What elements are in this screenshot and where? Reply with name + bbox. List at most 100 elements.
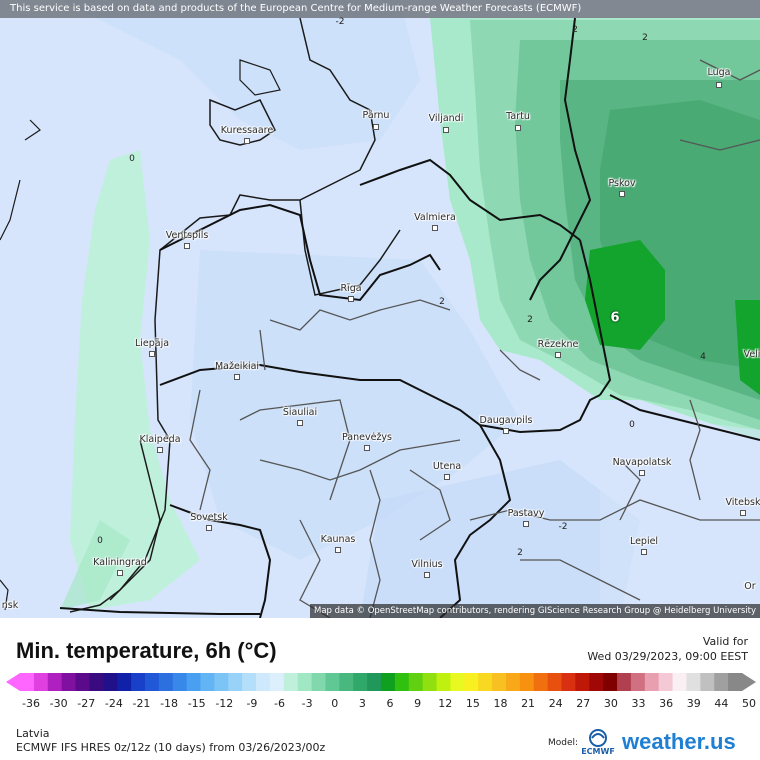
scale-tick-label: -24 [104, 697, 123, 710]
city-label[interactable]: Kaunas [320, 534, 356, 545]
scale-cell [547, 673, 562, 691]
scale-cell [575, 673, 590, 691]
scale-arrow-left [6, 673, 20, 691]
city-marker [444, 474, 450, 480]
scale-cell [714, 673, 729, 691]
scale-cell [533, 673, 549, 691]
scale-tick-label: 44 [714, 697, 729, 710]
scale-tick-label: -15 [187, 697, 206, 710]
city-label[interactable]: Pskov [608, 178, 636, 189]
scale-cell [33, 673, 49, 691]
city-label[interactable]: Klaipėda [139, 434, 181, 445]
scale-cell [672, 673, 687, 691]
scale-cell [436, 673, 451, 691]
city-label[interactable]: Utena [432, 461, 462, 472]
scale-cell [256, 673, 271, 691]
city-marker [348, 296, 354, 302]
scale-cell [603, 673, 618, 691]
contour-label: 2 [527, 315, 533, 325]
city-label[interactable]: Luga [707, 67, 731, 78]
ecmwf-logo[interactable]: ECMWF [578, 728, 618, 756]
scale-cell [214, 673, 229, 691]
city-label[interactable]: Pärnu [362, 110, 390, 121]
city-marker [297, 420, 303, 426]
scale-cell [242, 673, 257, 691]
contour-label: 0 [129, 154, 135, 164]
city-marker [619, 191, 625, 197]
city-label[interactable]: Pastavy [507, 508, 545, 519]
scale-tick-label: -18 [160, 697, 179, 710]
city-label[interactable]: Sovetsk [190, 512, 228, 523]
city-label[interactable]: Ventspils [165, 230, 209, 241]
contour-label: 4 [700, 352, 706, 362]
scale-cell [186, 673, 201, 691]
city-label[interactable]: Rēzekne [537, 339, 579, 350]
scale-cell [131, 673, 146, 691]
scale-tick-label: -27 [77, 697, 96, 710]
forecast-map[interactable]: 2 2 -2 0 2 2 6 4 0 -2 0 2 Luga Kuressaar… [0, 0, 760, 618]
city-marker [149, 351, 155, 357]
color-scale [6, 673, 756, 691]
scale-tick-label: 33 [631, 697, 646, 710]
contour-label: 6 [610, 310, 620, 326]
city-marker [424, 572, 430, 578]
scale-cell [381, 673, 396, 691]
scale-tick-label: 0 [331, 697, 339, 710]
map-canvas [0, 17, 760, 618]
city-label[interactable]: Panevėžys [341, 432, 393, 443]
city-label[interactable]: Velі [743, 349, 760, 360]
city-label[interactable]: Liepāja [134, 338, 170, 349]
scale-tick-label: -21 [132, 697, 151, 710]
scale-cell [644, 673, 660, 691]
city-marker [117, 570, 123, 576]
scale-cell [658, 673, 674, 691]
scale-cell [422, 673, 438, 691]
city-label[interactable]: Or [744, 581, 756, 592]
map-attribution[interactable]: Map data © OpenStreetMap contributors, r… [310, 604, 760, 618]
scale-cell [505, 673, 521, 691]
city-marker [432, 225, 438, 231]
city-label[interactable]: Valmiera [414, 212, 456, 223]
scale-cell [339, 673, 354, 691]
city-label[interactable]: Šiauliai [282, 407, 318, 418]
city-label[interactable]: Kuressaare [220, 125, 274, 136]
brand-tld: us [710, 729, 736, 754]
contour-label: 0 [97, 536, 103, 546]
city-label[interactable]: Daugavpils [479, 415, 533, 426]
scale-cell [408, 673, 424, 691]
city-label[interactable]: Viljandi [428, 113, 464, 124]
scale-tick-label: 36 [659, 697, 674, 710]
city-label[interactable]: Rīga [340, 283, 362, 294]
city-label[interactable]: Kaliningrad [93, 557, 147, 568]
city-marker [740, 510, 746, 516]
scale-tick-label: -6 [274, 697, 286, 710]
scale-cell [158, 673, 174, 691]
model-label: Model: [548, 738, 579, 748]
scale-tick-label: 30 [603, 697, 618, 710]
city-label[interactable]: Mažeikiai [214, 361, 260, 372]
scale-cell [269, 673, 285, 691]
city-marker [364, 445, 370, 451]
scale-cell [561, 673, 576, 691]
scale-tick-label: 21 [521, 697, 536, 710]
city-label[interactable]: Vitebsk [725, 497, 760, 508]
ecmwf-logo-text: ECMWF [581, 747, 615, 756]
contour-label: -2 [335, 17, 345, 27]
scale-tick-label: 39 [686, 697, 701, 710]
contour-label: 2 [439, 297, 445, 307]
scale-cell [367, 673, 382, 691]
scale-tick-label: 18 [493, 697, 508, 710]
scale-tick-label: -12 [215, 697, 234, 710]
scale-cell [478, 673, 493, 691]
scale-tick-label: -36 [22, 697, 40, 710]
city-marker [157, 447, 163, 453]
city-label[interactable]: Tartu [506, 111, 530, 122]
city-label[interactable]: nsk [1, 600, 19, 611]
city-marker [373, 124, 379, 130]
city-label[interactable]: Lepiel [629, 536, 659, 547]
city-marker [234, 374, 240, 380]
weather-us-logo[interactable]: weather.us [622, 729, 736, 755]
city-label[interactable]: Navapolatsk [612, 457, 672, 468]
city-marker [244, 138, 250, 144]
city-label[interactable]: Vilnius [411, 559, 443, 570]
